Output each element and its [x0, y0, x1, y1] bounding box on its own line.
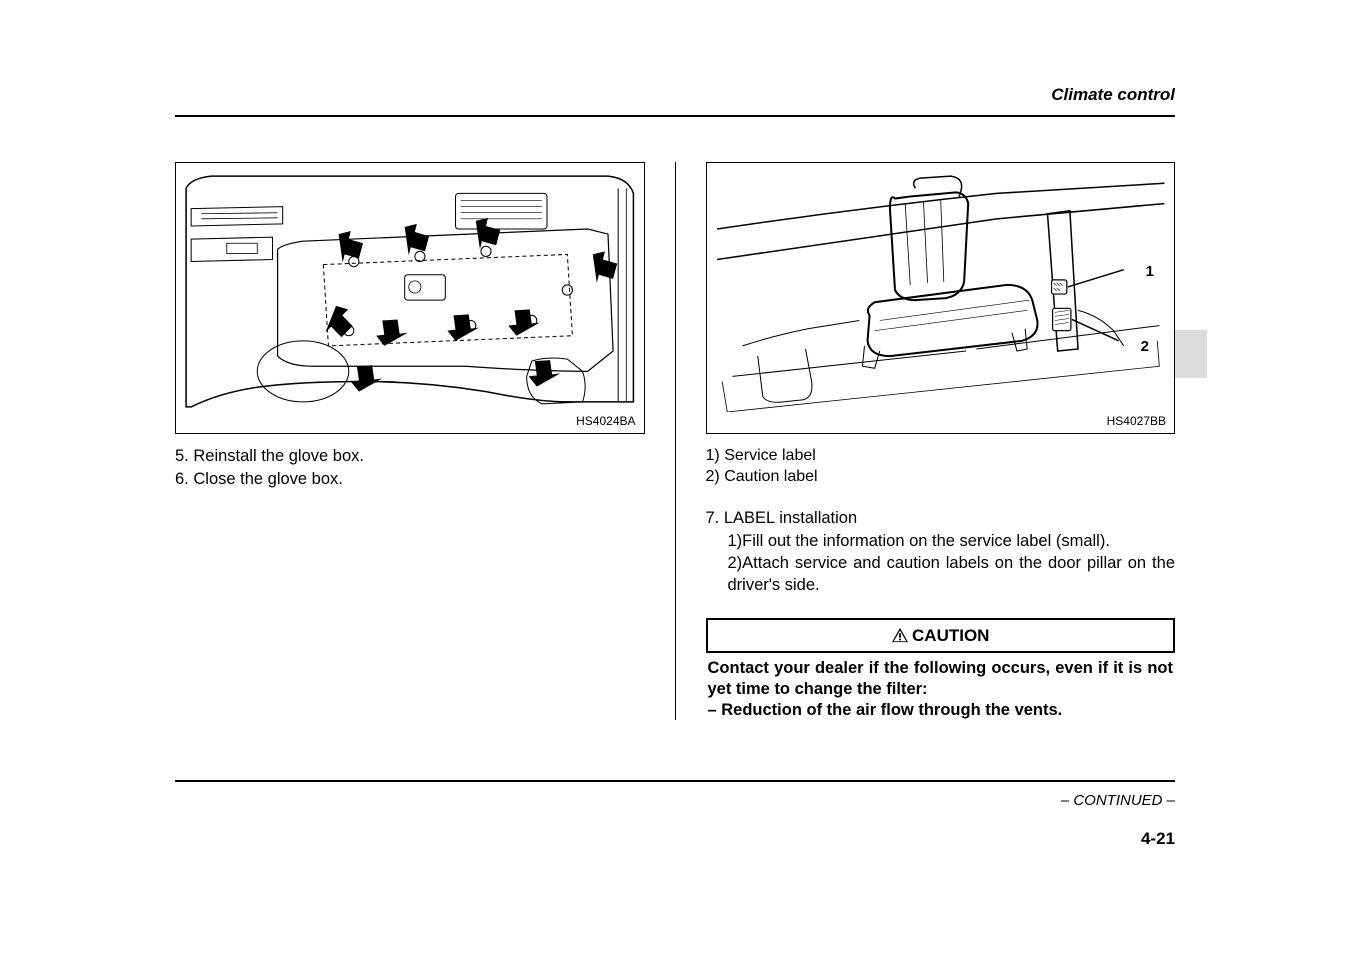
legend-num: 1) — [706, 447, 720, 464]
figure-glove-box: HS4024BA — [175, 162, 645, 434]
legend-text: Caution label — [724, 468, 817, 485]
section-header: Climate control — [175, 85, 1175, 117]
caution-box: CAUTION Contact your dealer if the follo… — [706, 618, 1176, 720]
caution-header: CAUTION — [706, 618, 1176, 653]
step-text: Close the glove box. — [193, 470, 343, 488]
substep-text: Attach service and caution labels on the… — [728, 554, 1176, 593]
substep-1: 1)Fill out the information on the servic… — [706, 531, 1176, 552]
figure-seat-pillar: 1 2 HS4027BB — [706, 162, 1176, 434]
figure-legend: 1) Service label 2) Caution label — [706, 446, 1176, 488]
warning-icon — [891, 627, 909, 643]
step-6: 6. Close the glove box. — [175, 469, 645, 490]
step-num: 5. — [175, 447, 189, 465]
glove-box-drawing — [181, 168, 639, 412]
step-text: LABEL installation — [724, 509, 857, 527]
substep-text: Fill out the information on the service … — [742, 532, 1110, 550]
legend-item-2: 2) Caution label — [706, 467, 1176, 488]
figure-code-left: HS4024BA — [576, 414, 635, 428]
legend-num: 2) — [706, 468, 720, 485]
step-num: 7. — [706, 509, 720, 527]
page-number: 4-21 — [175, 829, 1175, 849]
page-footer: – CONTINUED – 4-21 — [175, 780, 1175, 849]
continued-label: – CONTINUED – — [175, 792, 1175, 809]
step-text: Reinstall the glove box. — [193, 447, 364, 465]
callout-2: 2 — [1141, 338, 1149, 355]
substep-num: 2) — [728, 554, 743, 572]
step-list-left: 5. Reinstall the glove box. 6. Close the… — [175, 446, 645, 491]
step-num: 6. — [175, 470, 189, 488]
caution-label: CAUTION — [912, 626, 989, 645]
caution-line-1: Contact your dealer if the following occ… — [708, 658, 1174, 699]
two-column-layout: HS4024BA 5. Reinstall the glove box. 6. … — [175, 162, 1175, 720]
caution-line-2: – Reduction of the air flow through the … — [708, 700, 1174, 721]
substep-2: 2)Attach service and caution labels on t… — [706, 553, 1176, 596]
step-5: 5. Reinstall the glove box. — [175, 446, 645, 467]
left-column: HS4024BA 5. Reinstall the glove box. 6. … — [175, 162, 676, 720]
seat-drawing — [712, 168, 1170, 412]
caution-body: Contact your dealer if the following occ… — [706, 658, 1176, 720]
legend-item-1: 1) Service label — [706, 446, 1176, 467]
right-column: 1 2 HS4027BB 1) Service label 2) Caution… — [676, 162, 1176, 720]
figure-code-right: HS4027BB — [1107, 414, 1166, 428]
legend-text: Service label — [724, 447, 816, 464]
step-7-title: 7. LABEL installation — [706, 508, 1176, 529]
substep-num: 1) — [728, 532, 743, 550]
label-install-section: 7. LABEL installation 1)Fill out the inf… — [706, 508, 1176, 597]
callout-1: 1 — [1146, 263, 1154, 280]
page-content: Climate control — [175, 85, 1175, 720]
